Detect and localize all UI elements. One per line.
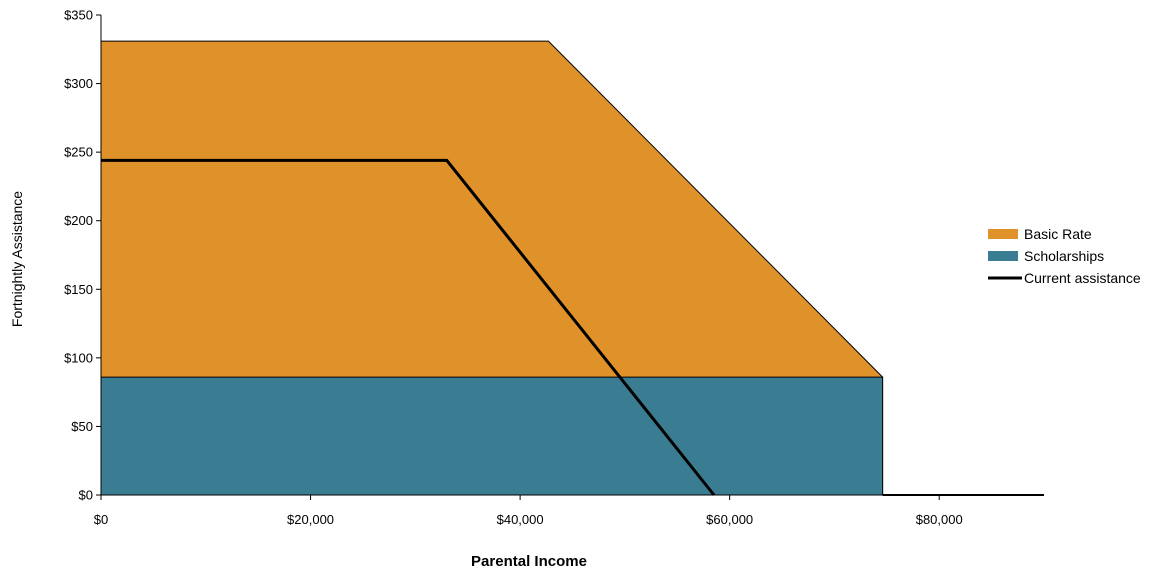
x-ticks: $0 $20,000 $40,000 $60,000 $80,000 — [94, 495, 963, 527]
y-ticks: $0 $50 $100 $150 $200 $250 $300 $350 — [64, 8, 101, 503]
plot-areas — [100, 40, 884, 496]
x-tick-label: $0 — [94, 512, 108, 527]
legend-item-scholarships: Scholarships — [988, 248, 1104, 264]
area-scholarships — [100, 376, 884, 496]
x-tick-label: $20,000 — [287, 512, 334, 527]
y-tick-label: $350 — [64, 8, 93, 23]
y-tick-label: $250 — [64, 145, 93, 160]
legend-swatch — [988, 251, 1018, 261]
y-tick-label: $0 — [79, 488, 93, 503]
y-tick-label: $100 — [64, 350, 93, 365]
legend-label: Basic Rate — [1024, 226, 1092, 242]
x-tick-label: $60,000 — [706, 512, 753, 527]
y-tick-label: $300 — [64, 76, 93, 91]
legend-item-basic-rate: Basic Rate — [988, 226, 1092, 242]
line-current-assistance — [101, 158, 716, 496]
x-tick-label: $80,000 — [916, 512, 963, 527]
legend-label: Scholarships — [1024, 248, 1104, 264]
x-axis-title: Parental Income — [471, 553, 587, 570]
y-axis-title: Fortnightly Assistance — [9, 191, 25, 327]
legend-item-current-assistance: Current assistance — [988, 270, 1141, 286]
y-tick-label: $50 — [71, 419, 93, 434]
legend-swatch — [988, 229, 1018, 239]
legend-label: Current assistance — [1024, 270, 1141, 286]
legend: Basic Rate Scholarships Current assistance — [988, 226, 1141, 286]
axes — [100, 15, 1044, 496]
y-tick-label: $150 — [64, 282, 93, 297]
x-tick-label: $40,000 — [497, 512, 544, 527]
y-tick-label: $200 — [64, 213, 93, 228]
